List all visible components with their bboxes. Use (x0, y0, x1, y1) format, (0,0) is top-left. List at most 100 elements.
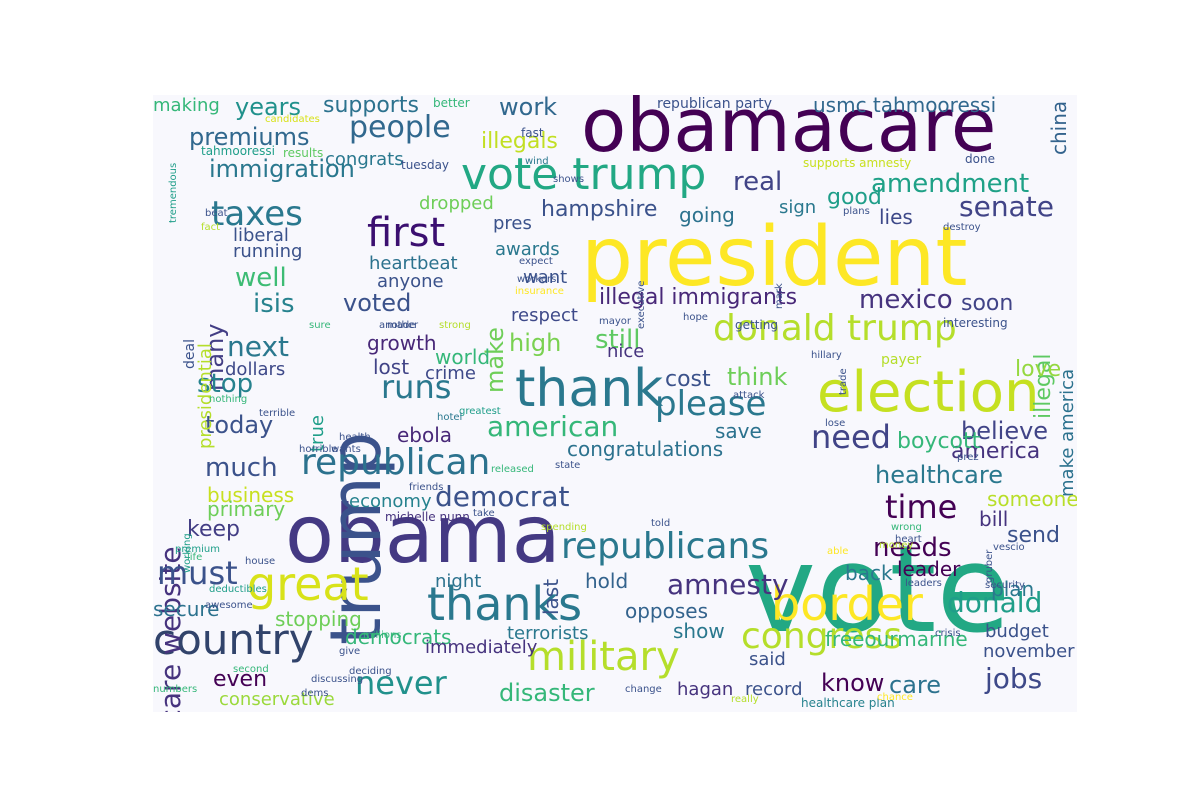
word-192: awesome (205, 600, 253, 611)
word-124: deal (182, 338, 198, 369)
word-69: going (679, 203, 735, 227)
word-105: immediately (425, 637, 538, 658)
word-5: election (817, 360, 1040, 425)
word-90: business (207, 483, 295, 507)
word-113: making (153, 95, 220, 116)
word-96: plan (991, 577, 1035, 601)
word-188: discussing (311, 674, 364, 685)
word-136: wind (525, 156, 549, 167)
word-190: second (233, 664, 269, 675)
word-8: great (247, 557, 369, 611)
word-15: congress (741, 616, 903, 657)
word-112: conservative (219, 689, 335, 710)
word-196: premium (175, 544, 220, 555)
word-45: well (235, 263, 287, 293)
word-81: lost (373, 355, 410, 379)
word-54: healthcare (875, 461, 1003, 489)
word-110: record (745, 679, 803, 700)
word-10: vote trump (461, 149, 707, 200)
word-68: good (827, 185, 882, 210)
word-145: mark (774, 283, 785, 309)
word-146: hope (683, 312, 708, 323)
word-67: china (1047, 100, 1071, 155)
word-60: keep (187, 517, 240, 542)
word-130: better (433, 96, 470, 110)
word-14: republicans (561, 526, 770, 567)
word-177: gruber (984, 549, 995, 583)
word-175: wrong (891, 522, 922, 533)
word-39: real (733, 167, 783, 197)
word-29: amnesty (667, 568, 789, 601)
word-31: jobs (985, 662, 1043, 695)
word-52: cost (665, 367, 711, 392)
word-156: payer (881, 352, 922, 368)
word-118: pres (493, 213, 532, 234)
word-40: illegal immigrants (599, 285, 798, 310)
word-183: chance (877, 692, 913, 703)
word-82: nice (607, 341, 645, 362)
word-132: tahmooressi (201, 144, 275, 158)
word-140: destroy (943, 222, 981, 233)
word-24: never (355, 664, 447, 702)
word-114: liberal (233, 225, 289, 246)
word-50: high (509, 329, 562, 357)
word-6: thank (515, 359, 664, 419)
word-120: want (523, 267, 568, 288)
word-143: insurance (515, 286, 564, 297)
word-144: workers (517, 274, 557, 285)
word-170: prez (957, 452, 979, 463)
word-149: trade (838, 368, 849, 395)
word-25: must (157, 554, 238, 592)
word-66: illegals (481, 129, 558, 154)
word-173: heart (895, 534, 922, 545)
word-56: america (951, 439, 1041, 464)
word-155: hillary (811, 350, 842, 361)
word-185: give (339, 646, 361, 657)
word-88: congratulations (567, 437, 724, 461)
word-191: numbers (153, 684, 198, 695)
word-163: horrible (299, 444, 338, 455)
word-cloud: vote obamacare president obama trump election… (153, 95, 1077, 712)
word-153: made (387, 320, 416, 331)
word-111: hagan (677, 679, 734, 700)
word-115: congrats (325, 149, 404, 170)
word-70: lies (879, 205, 913, 229)
word-75: love (1015, 357, 1062, 382)
word-141: executive (636, 280, 647, 329)
word-76: boycott (897, 429, 981, 454)
word-142: expect (519, 256, 553, 267)
word-150: mayor (599, 316, 632, 327)
word-133: results (283, 146, 324, 160)
word-168: friends (409, 482, 444, 493)
word-138: done (965, 152, 995, 166)
word-3: obama (285, 488, 561, 581)
word-78: respect (511, 305, 578, 326)
word-171: spending (541, 522, 587, 533)
word-2: president (581, 210, 968, 305)
word-126: republican party (657, 96, 773, 112)
word-87: ebola (397, 423, 453, 447)
word-178: security (985, 580, 1025, 591)
word-134: tuesday (401, 158, 450, 172)
word-21: please (655, 384, 767, 424)
word-151: another (379, 320, 419, 331)
word-187: millions (363, 630, 402, 641)
word-107: november (983, 641, 1075, 662)
word-101: show (673, 619, 725, 643)
word-95: send (1007, 523, 1060, 548)
word-0: vote (745, 521, 1011, 660)
word-166: state (555, 460, 581, 471)
word-148: interesting (943, 316, 1008, 330)
word-160: hotel (437, 412, 463, 423)
word-184: really (731, 694, 759, 705)
word-16: donald trump (713, 308, 957, 349)
word-121: heartbeat (369, 253, 458, 274)
word-37: immigration (209, 155, 355, 183)
word-12: country (153, 615, 314, 664)
word-33: senate (959, 190, 1054, 223)
word-162: nothing (209, 394, 248, 405)
word-97: back (845, 561, 893, 585)
word-71: sign (779, 197, 817, 218)
word-128: healthcare plan (801, 696, 895, 710)
word-92: economy (349, 491, 432, 512)
